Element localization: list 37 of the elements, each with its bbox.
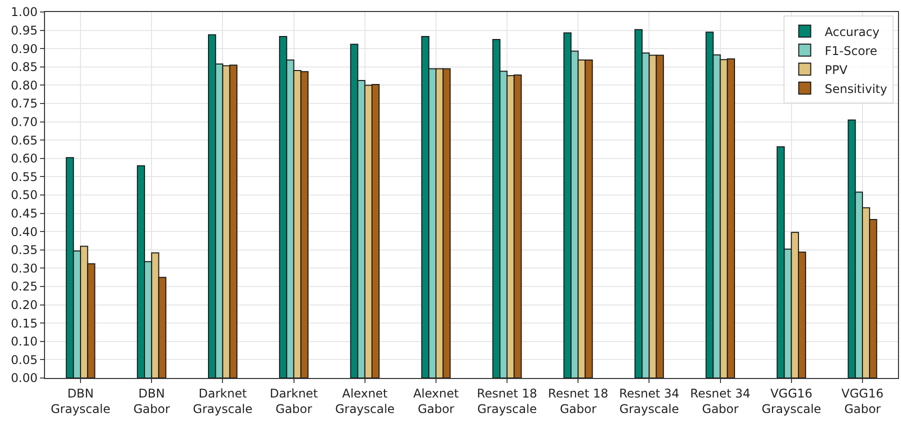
x-tick-label: DBN Gabor (133, 386, 170, 416)
legend-label: Sensitivity (824, 82, 888, 96)
y-tick-label: 0.45 (10, 206, 38, 220)
y-tick-label: 0.30 (10, 261, 38, 276)
x-tick-label: VGG16 Gabor (841, 386, 884, 416)
x-tick-label: Resnet 34 Grayscale (619, 386, 680, 416)
y-tick-label: 0.70 (10, 115, 38, 129)
y-tick-label: 0.05 (10, 352, 38, 367)
x-tick-label: VGG16 Grayscale (762, 386, 822, 416)
x-tick-label: Alexnet Grayscale (335, 386, 395, 416)
y-tick-label: 0.60 (10, 152, 38, 166)
y-tick-label: 0.15 (10, 316, 38, 330)
y-tick-label: 0.40 (10, 224, 38, 239)
y-tick-label: 0.50 (10, 188, 38, 202)
y-tick-label: 1.00 (10, 5, 38, 20)
legend-label: Accuracy (824, 24, 880, 39)
legend-label: F1-Score (824, 44, 878, 58)
y-tick-label: 0.35 (10, 243, 38, 258)
y-tick-label: 0.65 (10, 133, 38, 148)
x-tick-label: Resnet 34 Gabor (690, 386, 750, 416)
x-tick-label: DBN Grayscale (50, 386, 110, 416)
y-tick-label: 0.95 (10, 24, 38, 38)
x-tick-label: Alexnet Gabor (413, 386, 460, 416)
x-tick-label: Darknet Gabor (270, 386, 318, 416)
y-tick-label: 0.55 (10, 170, 38, 184)
x-tick-label: Darknet Grayscale (192, 386, 253, 416)
y-tick-label: 0.20 (10, 298, 38, 312)
x-tick-label: Resnet 18 Grayscale (476, 386, 538, 416)
y-tick-label: 0.90 (10, 42, 38, 56)
legend-label: PPV (824, 62, 848, 77)
y-tick-label: 0.10 (10, 334, 38, 349)
y-tick-label: 0.85 (10, 60, 38, 74)
y-tick-label: 0.75 (10, 96, 38, 111)
y-tick-label: 0.00 (10, 371, 38, 386)
y-tick-label: 0.25 (10, 280, 38, 294)
y-tick-label: 0.80 (10, 78, 38, 92)
x-tick-label: Resnet 18 Gabor (548, 386, 608, 416)
